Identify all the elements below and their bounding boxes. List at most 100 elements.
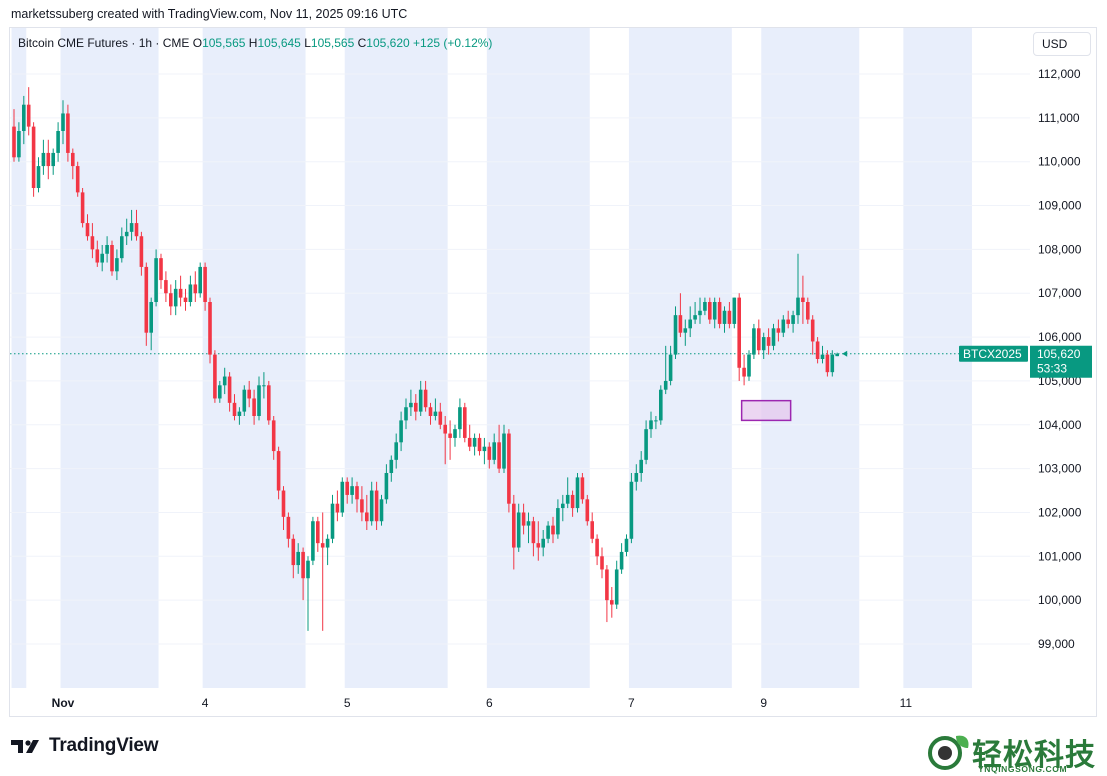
candle-body	[36, 166, 41, 188]
candle	[580, 473, 585, 504]
legend-low-label: L	[304, 36, 311, 50]
candle	[41, 139, 46, 175]
candle-body	[663, 380, 668, 390]
candle-body	[590, 521, 594, 539]
candle-body	[497, 442, 501, 469]
candle-body	[610, 600, 614, 605]
candle-body	[188, 284, 193, 302]
candle-body	[801, 297, 805, 302]
candle-body	[41, 152, 46, 167]
candle	[267, 380, 271, 425]
candle-body	[61, 113, 65, 131]
candle	[306, 556, 310, 631]
candle	[791, 310, 795, 333]
candle-body	[75, 166, 80, 193]
candle-body	[487, 446, 492, 460]
candle	[90, 223, 95, 259]
candle	[614, 560, 619, 609]
candle-body	[213, 354, 217, 399]
y-tick-label: 107,000	[1038, 286, 1082, 300]
candle-body	[565, 494, 570, 504]
candle-body	[218, 385, 222, 399]
candle-body	[159, 258, 163, 281]
candle	[512, 494, 516, 570]
candle-body	[276, 451, 281, 491]
candle-body	[257, 385, 261, 416]
candle-body	[31, 126, 36, 188]
candle	[345, 477, 349, 504]
candle-body	[761, 337, 766, 351]
candle	[561, 494, 565, 522]
candle	[134, 209, 139, 241]
candle-body	[683, 328, 688, 333]
candle	[497, 424, 501, 473]
candle-body	[365, 512, 369, 522]
candle-body	[22, 104, 26, 131]
candle	[458, 398, 462, 438]
candle	[742, 354, 746, 386]
legend-close-value: 105,620	[366, 36, 410, 50]
candle	[218, 380, 222, 403]
x-tick-label: 7	[628, 696, 635, 710]
candle	[222, 367, 227, 395]
ticker-tag-label: BTCX2025	[963, 347, 1022, 361]
candle	[374, 481, 379, 530]
candle-body	[384, 473, 389, 500]
candle	[80, 188, 85, 228]
candle-body	[512, 503, 516, 548]
candle-body	[46, 152, 51, 167]
candle	[193, 271, 198, 302]
candle	[595, 534, 599, 566]
candle	[796, 253, 800, 324]
candle-body	[262, 385, 266, 387]
candle	[619, 543, 624, 574]
candle-body	[654, 420, 658, 422]
currency-button[interactable]: USD	[1033, 32, 1091, 56]
candle	[320, 512, 325, 631]
candle-body	[198, 266, 202, 294]
candle	[663, 345, 668, 395]
candle-body	[712, 302, 717, 320]
candle	[712, 297, 717, 329]
candle	[257, 376, 261, 421]
candle-body	[693, 315, 697, 320]
candle	[644, 420, 648, 465]
candle-body	[546, 525, 550, 539]
candle-body	[345, 481, 349, 495]
candle	[806, 297, 810, 324]
tradingview-logo[interactable]: TradingView	[11, 735, 159, 757]
candle-body	[810, 319, 815, 342]
candle	[369, 481, 374, 526]
candle	[639, 451, 643, 482]
watermark-leaf-icon	[928, 735, 969, 770]
candle	[673, 306, 678, 359]
candle	[659, 385, 663, 425]
y-tick-label: 104,000	[1038, 418, 1082, 432]
candle-body	[178, 288, 183, 298]
candle	[237, 407, 242, 425]
candle-body	[360, 499, 364, 513]
creator-attribution: marketssuberg created with TradingView.c…	[11, 7, 408, 21]
candle	[120, 227, 124, 263]
candle-body	[227, 376, 232, 403]
candle	[286, 512, 291, 548]
candle-body	[521, 512, 526, 526]
candle-body	[747, 354, 751, 377]
candle	[296, 543, 300, 574]
candle	[624, 534, 629, 557]
x-tick-label: 11	[900, 696, 913, 710]
candle	[776, 319, 781, 342]
candle-body	[668, 354, 673, 381]
candle	[668, 345, 673, 386]
candle	[526, 512, 531, 544]
candle-body	[541, 538, 545, 548]
candle-body	[438, 411, 443, 425]
candle-body	[80, 192, 85, 224]
candle	[565, 477, 570, 509]
candle-body	[463, 407, 467, 438]
candle-body	[66, 113, 70, 153]
candle	[418, 380, 423, 416]
candle-body	[90, 236, 95, 250]
legend-symbol: Bitcoin CME Futures · 1h · CME	[18, 36, 190, 50]
